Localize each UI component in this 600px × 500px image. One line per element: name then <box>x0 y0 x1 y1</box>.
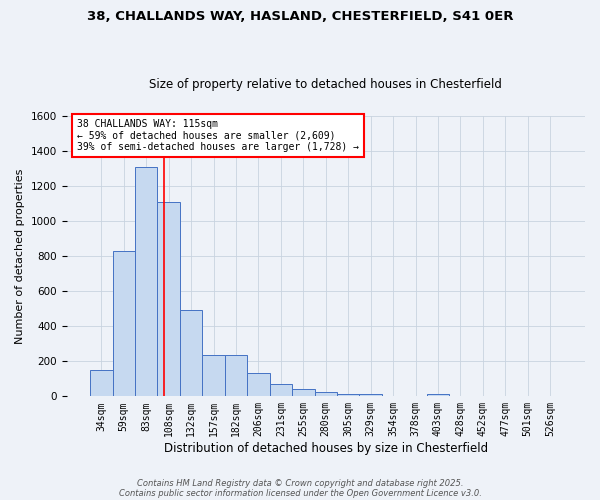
Bar <box>135 166 157 396</box>
Bar <box>180 310 202 396</box>
Bar <box>225 355 247 397</box>
Text: 38, CHALLANDS WAY, HASLAND, CHESTERFIELD, S41 0ER: 38, CHALLANDS WAY, HASLAND, CHESTERFIELD… <box>87 10 513 23</box>
Bar <box>427 394 449 396</box>
Bar <box>90 370 113 396</box>
Text: 38 CHALLANDS WAY: 115sqm
← 59% of detached houses are smaller (2,609)
39% of sem: 38 CHALLANDS WAY: 115sqm ← 59% of detach… <box>77 118 359 152</box>
Title: Size of property relative to detached houses in Chesterfield: Size of property relative to detached ho… <box>149 78 502 91</box>
Bar <box>113 251 135 396</box>
Bar <box>314 392 337 396</box>
Bar <box>337 394 359 396</box>
Bar <box>157 202 180 396</box>
Bar <box>202 355 225 397</box>
Text: Contains HM Land Registry data © Crown copyright and database right 2025.: Contains HM Land Registry data © Crown c… <box>137 478 463 488</box>
Bar <box>247 372 269 396</box>
Text: Contains public sector information licensed under the Open Government Licence v3: Contains public sector information licen… <box>119 488 481 498</box>
Bar <box>359 394 382 396</box>
X-axis label: Distribution of detached houses by size in Chesterfield: Distribution of detached houses by size … <box>164 442 488 455</box>
Bar <box>292 389 314 396</box>
Bar <box>269 384 292 396</box>
Y-axis label: Number of detached properties: Number of detached properties <box>15 168 25 344</box>
